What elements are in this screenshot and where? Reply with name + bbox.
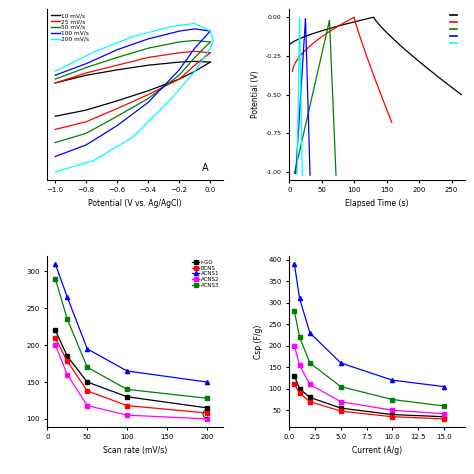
- Text: A: A: [201, 163, 208, 173]
- ACNS1: [53, 261, 58, 267]
- ACNS3: [84, 365, 90, 370]
- r-GO: [297, 386, 302, 392]
- ACNS2: [204, 416, 210, 422]
- ACNS1: [307, 330, 313, 336]
- X-axis label: Scan rate (mV/s): Scan rate (mV/s): [103, 446, 167, 455]
- r-GO: [124, 394, 130, 400]
- Line: BCNS: BCNS: [292, 383, 446, 421]
- Line: ACNS2: ACNS2: [53, 343, 209, 421]
- ACNS2: [338, 399, 344, 404]
- ACNS3: [64, 317, 70, 322]
- r-GO: [441, 414, 447, 419]
- ACNS2: [292, 343, 297, 348]
- r-GO: [84, 379, 90, 385]
- BCNS: [124, 403, 130, 409]
- X-axis label: Current (A/g): Current (A/g): [352, 446, 402, 455]
- Legend: r-GO, BCNS, ACNS1, ACNS2, ACNS3: r-GO, BCNS, ACNS1, ACNS2, ACNS3: [192, 259, 220, 289]
- BCNS: [292, 382, 297, 387]
- r-GO: [338, 405, 344, 411]
- ACNS3: [292, 309, 297, 314]
- ACNS3: [390, 397, 395, 402]
- ACNS1: [297, 296, 302, 301]
- ACNS2: [53, 342, 58, 348]
- BCNS: [390, 414, 395, 419]
- Text: C: C: [201, 410, 209, 420]
- ACNS1: [441, 384, 447, 390]
- r-GO: [292, 373, 297, 379]
- BCNS: [307, 399, 313, 404]
- Line: r-GO: r-GO: [292, 374, 446, 419]
- ACNS2: [84, 403, 90, 409]
- ACNS3: [307, 360, 313, 366]
- ACNS1: [390, 377, 395, 383]
- ACNS1: [124, 368, 130, 374]
- Y-axis label: Potential (V): Potential (V): [251, 71, 260, 118]
- BCNS: [53, 335, 58, 341]
- Line: ACNS1: ACNS1: [292, 262, 446, 389]
- ACNS2: [441, 411, 447, 417]
- Y-axis label: Csp (F/g): Csp (F/g): [254, 324, 263, 359]
- r-GO: [307, 394, 313, 400]
- ACNS1: [292, 261, 297, 267]
- Line: ACNS2: ACNS2: [292, 344, 446, 416]
- ACNS2: [297, 362, 302, 368]
- ACNS2: [307, 382, 313, 387]
- r-GO: [64, 354, 70, 359]
- BCNS: [64, 358, 70, 364]
- Line: ACNS3: ACNS3: [53, 277, 209, 401]
- Line: BCNS: BCNS: [53, 336, 209, 415]
- r-GO: [390, 412, 395, 418]
- ACNS2: [390, 408, 395, 413]
- Line: ACNS1: ACNS1: [53, 262, 209, 384]
- r-GO: [204, 405, 210, 410]
- ACNS1: [64, 294, 70, 300]
- ACNS3: [204, 395, 210, 401]
- X-axis label: Potential (V vs. Ag/AgCl): Potential (V vs. Ag/AgCl): [88, 199, 182, 208]
- BCNS: [204, 410, 210, 416]
- ACNS2: [64, 372, 70, 377]
- BCNS: [441, 416, 447, 422]
- ACNS2: [124, 412, 130, 418]
- Legend: , , , , : , , , ,: [449, 12, 462, 46]
- ACNS3: [297, 334, 302, 340]
- BCNS: [84, 388, 90, 394]
- ACNS3: [53, 276, 58, 282]
- ACNS1: [204, 379, 210, 385]
- BCNS: [338, 408, 344, 414]
- Line: ACNS3: ACNS3: [292, 310, 446, 408]
- ACNS3: [124, 386, 130, 392]
- r-GO: [53, 328, 58, 333]
- X-axis label: Elapsed Time (s): Elapsed Time (s): [345, 199, 409, 208]
- Legend: 10 mV/s, 25 mV/s, 50 mV/s, 100 mV/s, 200 mV/s: 10 mV/s, 25 mV/s, 50 mV/s, 100 mV/s, 200…: [50, 12, 90, 43]
- ACNS1: [338, 360, 344, 366]
- ACNS3: [338, 384, 344, 390]
- ACNS1: [84, 346, 90, 352]
- BCNS: [297, 390, 302, 396]
- Line: r-GO: r-GO: [53, 328, 209, 410]
- ACNS3: [441, 403, 447, 409]
